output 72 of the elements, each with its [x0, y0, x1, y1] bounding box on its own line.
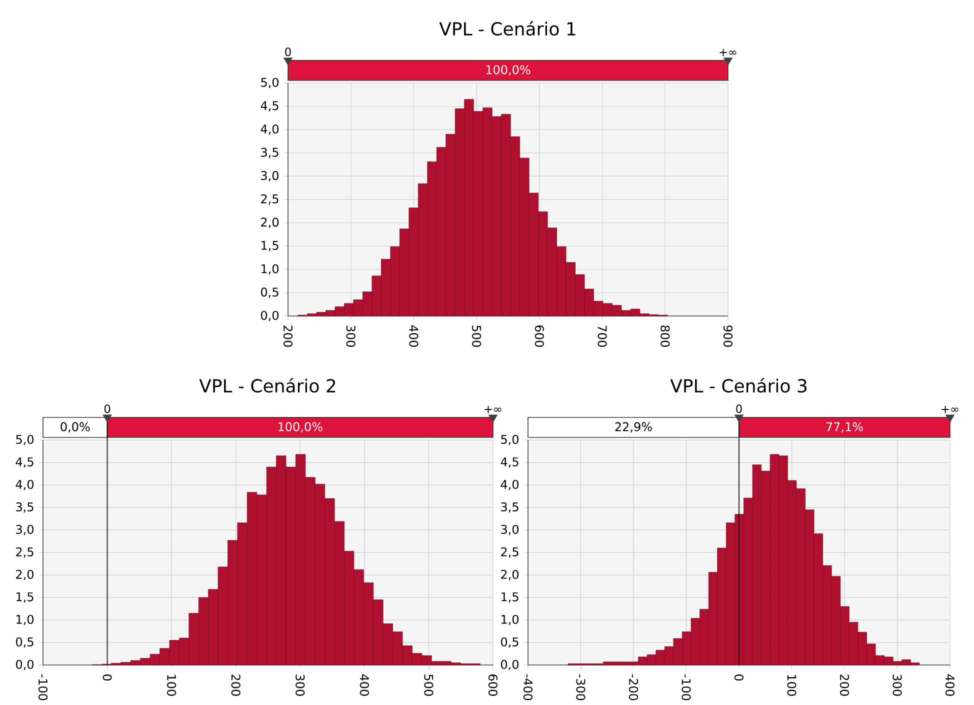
y-tick-label: 3,0: [501, 524, 518, 535]
x-tick-label: 300: [892, 674, 902, 696]
y-tick-label: 1,0: [16, 614, 34, 625]
y-tick-label: 2,5: [261, 194, 278, 204]
y-tick-label: 5,0: [501, 434, 518, 445]
y-tick-label: 0,0: [501, 660, 518, 670]
y-tick-label: 5,0: [261, 78, 278, 88]
x-tick-label: 400: [945, 674, 955, 696]
y-tick-label: 4,0: [260, 124, 278, 135]
x-tick-label: -100: [682, 674, 691, 700]
y-tick-label: 2,5: [501, 547, 518, 558]
x-tick-label: 200: [840, 674, 850, 696]
x-tick-label: 400: [409, 325, 418, 347]
y-tick-label: 0,5: [501, 637, 518, 648]
x-tick-label: 500: [472, 325, 482, 347]
text: 100,0%: [278, 422, 322, 432]
x-tick-label: 100: [167, 674, 176, 696]
text: 0: [104, 404, 110, 413]
text: +∞: [720, 48, 736, 56]
y-tick-label: 3,0: [261, 170, 278, 182]
x-tick-label: 800: [660, 325, 670, 347]
y-tick-label: 0,0: [261, 310, 278, 321]
y-tick-label: 2,0: [501, 570, 518, 580]
text: 0: [285, 47, 291, 56]
y-tick-label: 4,0: [500, 480, 518, 490]
x-tick-label: 100: [787, 674, 796, 696]
y-tick-label: 0,5: [261, 287, 278, 298]
x-tick-label: -400: [523, 674, 533, 700]
y-tick-label: 4,5: [500, 457, 518, 468]
y-tick-label: 3,5: [261, 148, 278, 158]
y-tick-label: 1,0: [502, 614, 518, 625]
x-tick-label: 200: [283, 325, 293, 347]
text: 0,0%: [60, 422, 90, 432]
x-tick-label: 0: [102, 674, 112, 680]
text: 100,0%: [486, 65, 530, 76]
x-tick-label: 700: [598, 326, 607, 347]
y-tick-label: 2,5: [16, 547, 34, 558]
y-tick-label: 1,5: [16, 592, 34, 602]
x-tick-label: -100: [38, 674, 48, 700]
x-tick-label: -300: [576, 674, 586, 700]
text: +∞: [484, 406, 502, 413]
y-tick-label: 4,0: [16, 480, 34, 490]
y-tick-label: 2,0: [16, 570, 34, 580]
y-tick-label: 1,5: [262, 240, 278, 251]
x-tick-label: 600: [488, 674, 498, 696]
y-tick-label: 4,5: [260, 101, 278, 112]
y-tick-label: 1,5: [502, 592, 518, 602]
x-tick-label: 500: [424, 674, 434, 696]
x-tick-label: 0: [734, 674, 744, 680]
y-tick-label: 0,0: [16, 660, 34, 670]
x-tick-label: 300: [346, 325, 356, 347]
x-tick-label: 900: [723, 325, 733, 347]
x-tick-label: 400: [360, 674, 369, 696]
x-tick-label: 600: [534, 325, 544, 347]
text: 77,1%: [826, 422, 863, 432]
text: 22,9%: [615, 422, 652, 432]
x-tick-label: -200: [628, 674, 638, 700]
text: 0: [736, 404, 742, 413]
x-tick-label: 200: [231, 674, 240, 696]
y-tick-label: 3,0: [16, 524, 34, 535]
y-tick-label: 4,5: [16, 457, 34, 468]
chart-title: VPL - Cenário 2: [199, 378, 336, 392]
chart-title: VPL - Cenário 3: [670, 378, 806, 392]
y-tick-label: 3,5: [16, 502, 34, 512]
y-tick-label: 1,0: [262, 264, 278, 274]
y-tick-label: 2,0: [261, 217, 278, 228]
x-tick-label: 300: [296, 674, 305, 696]
y-tick-label: 3,5: [501, 502, 518, 512]
y-tick-label: 5,0: [16, 434, 34, 445]
chart-title: VPL - Cenário 1: [439, 20, 576, 36]
text: +∞: [942, 406, 958, 413]
y-tick-label: 0,5: [16, 637, 34, 648]
